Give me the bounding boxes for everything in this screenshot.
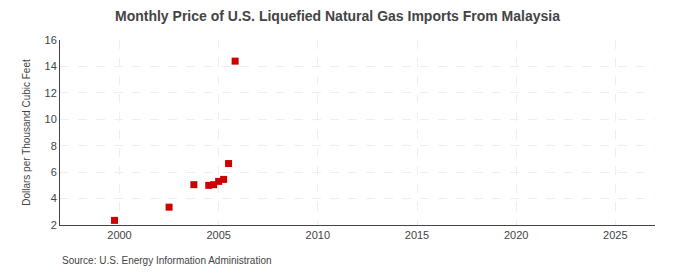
svg-text:Monthly Price of U.S. Liquefie: Monthly Price of U.S. Liquefied Natural … xyxy=(115,8,560,24)
svg-text:2025: 2025 xyxy=(603,229,627,241)
svg-text:8: 8 xyxy=(51,140,57,152)
svg-text:2: 2 xyxy=(51,219,57,231)
svg-text:16: 16 xyxy=(45,34,57,46)
svg-text:2015: 2015 xyxy=(405,229,429,241)
svg-text:14: 14 xyxy=(45,60,57,72)
svg-text:2020: 2020 xyxy=(504,229,528,241)
svg-text:12: 12 xyxy=(45,87,57,99)
svg-text:2005: 2005 xyxy=(206,229,230,241)
svg-text:2000: 2000 xyxy=(107,229,131,241)
svg-text:6: 6 xyxy=(51,166,57,178)
svg-text:Source: U.S. Energy Informatio: Source: U.S. Energy Information Administ… xyxy=(62,255,272,266)
svg-text:Dollars per Thousand Cubic Fee: Dollars per Thousand Cubic Feet xyxy=(21,59,32,206)
svg-text:10: 10 xyxy=(45,113,57,125)
svg-text:4: 4 xyxy=(51,192,57,204)
svg-text:2010: 2010 xyxy=(306,229,330,241)
